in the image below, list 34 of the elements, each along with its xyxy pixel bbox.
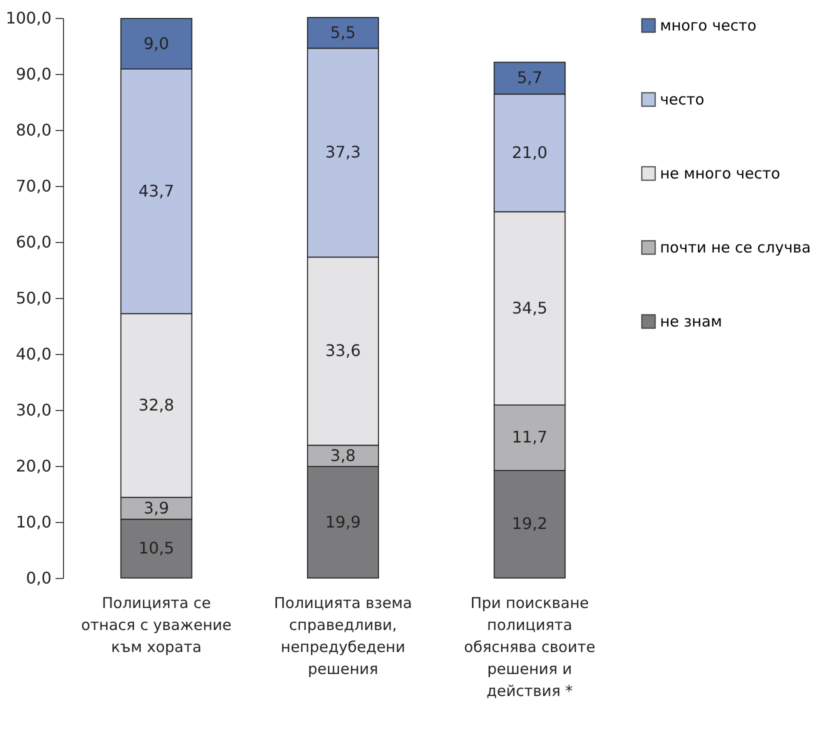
y-tick-label: 40,0 bbox=[16, 344, 52, 364]
data-label: 5,5 bbox=[330, 22, 356, 42]
data-label: 11,7 bbox=[512, 428, 548, 447]
y-tick-label: 100,0 bbox=[6, 8, 52, 28]
legend-label: не много често bbox=[660, 164, 780, 182]
data-label: 32,8 bbox=[138, 396, 174, 415]
y-tick-label: 30,0 bbox=[16, 400, 52, 420]
y-tick-label: 20,0 bbox=[16, 456, 52, 476]
y-tick-label: 0,0 bbox=[26, 568, 52, 588]
y-tick-label: 80,0 bbox=[16, 120, 52, 140]
x-tick-label: Полицията взема справедливи, непредубедени решения bbox=[274, 594, 412, 678]
data-label: 43,7 bbox=[138, 181, 174, 200]
data-label: 10,5 bbox=[138, 538, 174, 558]
legend-label: почти не се случва bbox=[660, 238, 811, 256]
data-label: 19,9 bbox=[325, 512, 361, 532]
x-tick-label: При поискване полицията обяснява своите решения и действия * bbox=[464, 594, 596, 700]
data-label: 19,2 bbox=[512, 514, 548, 534]
data-label: 9,0 bbox=[144, 34, 170, 53]
y-tick-label: 10,0 bbox=[16, 512, 52, 532]
data-label: 34,5 bbox=[512, 298, 548, 318]
data-label: 37,3 bbox=[325, 142, 361, 162]
data-label: 21,0 bbox=[512, 142, 548, 162]
y-tick-label: 60,0 bbox=[16, 232, 52, 252]
data-label: 3,9 bbox=[144, 498, 170, 518]
x-tick-label: Полицията се отнася с уважение към хората bbox=[81, 594, 232, 656]
legend-label: не знам bbox=[660, 312, 722, 330]
y-tick-label: 70,0 bbox=[16, 176, 52, 196]
y-tick-label: 50,0 bbox=[16, 288, 52, 308]
legend-label: често bbox=[660, 90, 704, 108]
data-label: 5,7 bbox=[516, 68, 542, 88]
y-tick-label: 90,0 bbox=[16, 64, 52, 84]
data-label: 33,6 bbox=[325, 341, 361, 360]
legend-label: много често bbox=[660, 16, 756, 34]
data-label: 3,8 bbox=[330, 446, 356, 465]
